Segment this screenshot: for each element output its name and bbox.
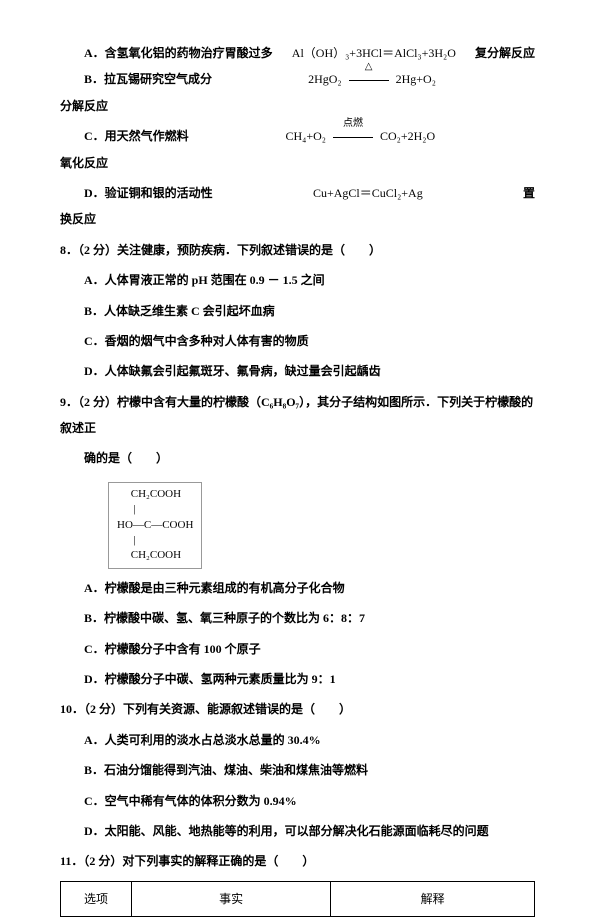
q10-option-a: A．人类可利用的淡水占总淡水总量的 30.4% [60, 727, 535, 753]
option-d-type-2: 换反应 [60, 206, 535, 232]
q9-option-c: C．柠檬酸分子中含有 100 个原子 [60, 636, 535, 662]
q8-option-c: C．香烟的烟气中含多种对人体有害的物质 [60, 328, 535, 354]
option-b-row: B．拉瓦锡研究空气成分 2HgO₂ △ 2Hg+O₂ [60, 66, 535, 92]
question-10: 10．（2 分）下列有关资源、能源叙述错误的是（ ） [60, 696, 535, 722]
table-header-row: 选项 事实 解释 [61, 881, 535, 916]
table-header-explain: 解释 [331, 881, 535, 916]
q8-option-d: D．人体缺氟会引起氟斑牙、氟骨病，缺过量会引起龋齿 [60, 358, 535, 384]
option-a-row: A．含氢氧化铝的药物治疗胃酸过多 Al（OH）₃+3HCl＝AlCl₃+3H₂O… [60, 40, 535, 66]
option-c-row: C．用天然气作燃料 CH₄+O₂ 点燃 CO₂+2H₂O [60, 123, 535, 149]
option-d-equation: Cu+AgCl＝CuCl₂+Ag [213, 180, 523, 206]
q8-option-b: B．人体缺乏维生素 C 会引起坏血病 [60, 298, 535, 324]
question-8: 8．（2 分）关注健康，预防疾病．下列叙述错误的是（ ） [60, 237, 535, 263]
structure-diagram: CH₂COOH | HO—C—COOH | CH₂COOH [108, 482, 202, 569]
arrow-with-condition: 点燃 [329, 123, 377, 149]
option-d-row: D．验证铜和银的活动性 Cu+AgCl＝CuCl₂+Ag 置 [60, 180, 535, 206]
arrow-with-condition: △ [345, 66, 393, 92]
option-a-type: 复分解反应 [475, 40, 535, 66]
option-d-type-1: 置 [523, 180, 535, 206]
question-11: 11．（2 分）对下列事实的解释正确的是（ ） [60, 848, 535, 874]
q9-option-a: A．柠檬酸是由三种元素组成的有机高分子化合物 [60, 575, 535, 601]
option-d-text: D．验证铜和银的活动性 [84, 180, 213, 206]
table-header-fact: 事实 [132, 881, 331, 916]
option-c-equation: CH₄+O₂ 点燃 CO₂+2H₂O [189, 123, 532, 149]
option-c-text: C．用天然气作燃料 [84, 123, 189, 149]
reaction-type-decomp: 分解反应 [60, 93, 535, 119]
option-b-equation: 2HgO₂ △ 2Hg+O₂ [212, 66, 532, 92]
q8-option-a: A．人体胃液正常的 pH 范围在 0.9 － 1.5 之间 [60, 267, 535, 293]
option-b-text: B．拉瓦锡研究空气成分 [84, 66, 212, 92]
question-9-line2: 确的是（ ） [60, 445, 535, 471]
reaction-type-oxid: 氧化反应 [60, 150, 535, 176]
question-9-line1: 9．（2 分）柠檬中含有大量的柠檬酸（C₆H₈O₇），其分子结构如图所示．下列关… [60, 389, 535, 442]
q10-option-d: D．太阳能、风能、地热能等的利用，可以部分解决化石能源面临耗尽的问题 [60, 818, 535, 844]
table-header-option: 选项 [61, 881, 132, 916]
q9-option-d: D．柠檬酸分子中碳、氢两种元素质量比为 9：1 [60, 666, 535, 692]
option-a-text: A．含氢氧化铝的药物治疗胃酸过多 [84, 40, 273, 66]
q10-option-b: B．石油分馏能得到汽油、煤油、柴油和煤焦油等燃料 [60, 757, 535, 783]
q11-table: 选项 事实 解释 [60, 881, 535, 917]
q9-option-b: B．柠檬酸中碳、氢、氧三种原子的个数比为 6：8：7 [60, 605, 535, 631]
q10-option-c: C．空气中稀有气体的体积分数为 0.94% [60, 788, 535, 814]
